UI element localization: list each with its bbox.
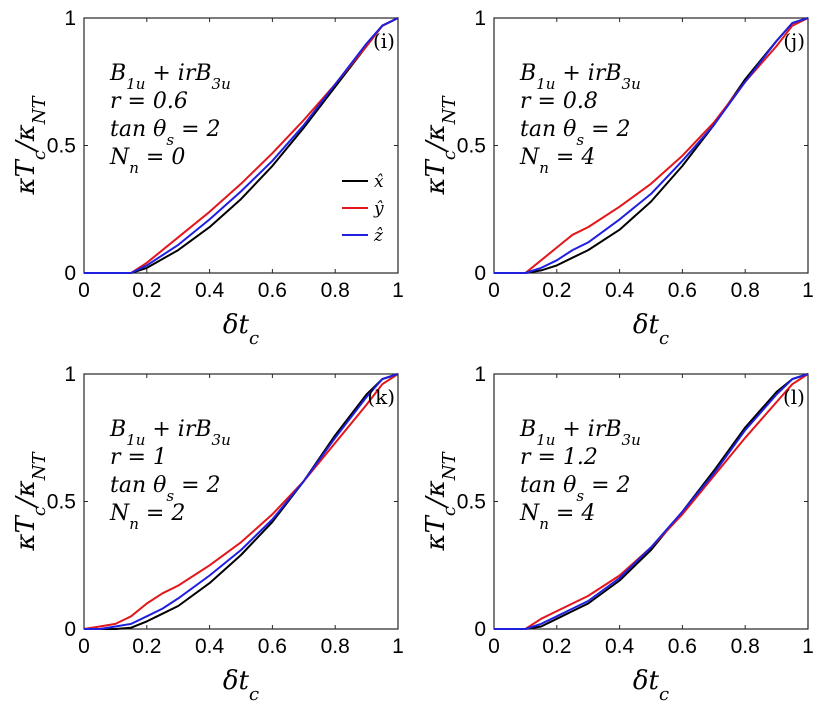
series-line-z-hat (494, 373, 809, 630)
annotation-line: r = 0.8 (520, 89, 598, 114)
x-tick-label: 0 (488, 635, 500, 658)
series-line-y-hat (494, 17, 809, 274)
x-tick-label: 0.4 (605, 279, 635, 302)
panel-l: 0 0.2 0.4 0.6 0.8 1 0 0.5 1 δtc κTc/κNT B1u + irB3u… (421, 363, 814, 705)
series-line-z-hat (84, 17, 399, 274)
axes-box (493, 17, 809, 274)
series-line-x-hat (494, 373, 809, 630)
series-line-z-hat (84, 373, 399, 630)
x-tick-label: 0 (488, 279, 500, 302)
x-tick-label: 0 (78, 279, 90, 302)
panel-j: 0 0.2 0.4 0.6 0.8 1 0 0.5 1 δtc κTc/κNT B1u + irB3u… (421, 7, 814, 349)
axes-box (83, 373, 399, 630)
y-tick-label: 1 (64, 7, 76, 30)
y-axis-label: κTc/κNT (421, 450, 460, 551)
annotation-line: Nn = 4 (519, 145, 595, 177)
x-tick-label: 0.8 (321, 279, 350, 302)
annotation-line: Nn = 4 (519, 501, 595, 533)
panel-i: 0 0.2 0.4 0.6 0.8 1 0 0.5 1 δtc κTc/κNT B1u + irB3u… (11, 7, 404, 349)
x-tick-label: 0.2 (542, 279, 571, 302)
annotation-line: B1u + irB3u (519, 417, 641, 449)
x-tick-label: 0.4 (195, 279, 225, 302)
annotation-line: r = 1.2 (520, 445, 598, 470)
legend-label: x̂ (374, 172, 384, 192)
series-line-x-hat (84, 373, 399, 630)
y-tick-label: 0 (64, 618, 76, 641)
legend-label: ẑ (373, 226, 384, 246)
x-tick-label: 0.6 (668, 635, 697, 658)
x-tick-label: 0.2 (132, 635, 161, 658)
x-axis-label: δtc (633, 310, 669, 349)
annotation-line: Nn = 0 (109, 145, 185, 177)
x-tick-label: 1 (392, 279, 404, 302)
panel-label: (k) (367, 385, 395, 409)
annotation-line: tan θs = 2 (520, 473, 631, 505)
annotation-line: B1u + irB3u (519, 61, 641, 93)
annotation-line: tan θs = 2 (520, 117, 631, 149)
series-line-y-hat (83, 373, 399, 630)
legend: x̂ ŷẑ (342, 172, 384, 246)
x-tick-label: 0.2 (542, 635, 571, 658)
y-tick-label: 0 (474, 618, 486, 641)
panel-k: 0 0.2 0.4 0.6 0.8 1 0 0.5 1 δtc κTc/κNT B1u + irB3u… (11, 363, 404, 705)
panel-label: (j) (783, 29, 805, 53)
x-tick-label: 1 (392, 635, 404, 658)
series-line-x-hat (494, 17, 809, 274)
x-tick-label: 0.4 (195, 635, 225, 658)
annotation-line: tan θs = 2 (110, 117, 221, 149)
annotation-line: Nn = 2 (109, 501, 185, 533)
panel-label: (l) (783, 385, 805, 409)
y-tick-label: 0.5 (457, 491, 486, 514)
y-tick-label: 1 (64, 363, 76, 386)
y-tick-label: 0 (474, 262, 486, 285)
y-tick-label: 0.5 (457, 135, 486, 158)
y-axis-label: κTc/κNT (11, 94, 50, 195)
x-tick-label: 0.6 (258, 635, 287, 658)
annotation-line: r = 0.6 (110, 89, 188, 114)
y-tick-label: 0.5 (47, 491, 76, 514)
y-tick-label: 1 (474, 363, 486, 386)
x-tick-label: 1 (802, 635, 814, 658)
x-tick-label: 0.6 (668, 279, 697, 302)
annotation-line: tan θs = 2 (110, 473, 221, 505)
y-tick-label: 0 (64, 262, 76, 285)
x-axis-label: δtc (223, 666, 259, 705)
x-tick-label: 0.4 (605, 635, 635, 658)
x-tick-label: 0 (78, 635, 90, 658)
annotation-line: r = 1 (110, 445, 167, 470)
x-axis-label: δtc (633, 666, 669, 705)
x-axis-label: δtc (223, 310, 259, 349)
y-axis-label: κTc/κNT (421, 94, 460, 195)
series-line-z-hat (494, 17, 809, 274)
y-tick-label: 0.5 (47, 135, 76, 158)
x-tick-label: 1 (802, 279, 814, 302)
annotation-line: B1u + irB3u (109, 61, 231, 93)
y-tick-label: 1 (474, 7, 486, 30)
y-axis-label: κTc/κNT (11, 450, 50, 551)
panel-label: (i) (373, 29, 395, 53)
annotation-line: B1u + irB3u (109, 417, 231, 449)
x-tick-label: 0.2 (132, 279, 161, 302)
legend-label: ŷ (373, 199, 384, 219)
x-tick-label: 0.8 (731, 279, 760, 302)
x-tick-label: 0.6 (258, 279, 287, 302)
x-tick-label: 0.8 (731, 635, 760, 658)
x-tick-label: 0.8 (321, 635, 350, 658)
